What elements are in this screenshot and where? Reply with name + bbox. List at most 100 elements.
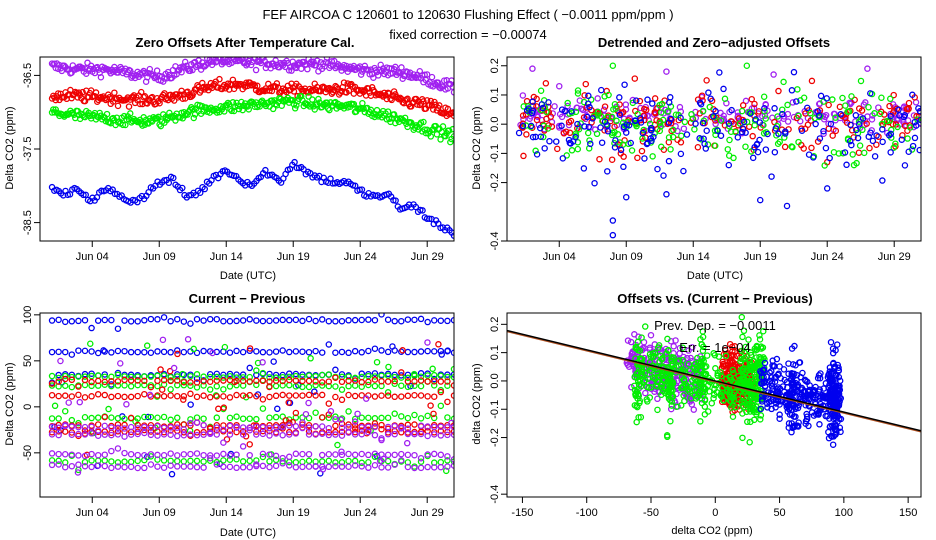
green-point	[444, 457, 451, 464]
green-point	[384, 389, 392, 396]
purple-point	[126, 67, 134, 74]
purple-scatter-point	[327, 407, 335, 415]
purple-point	[94, 462, 102, 469]
blue-point	[338, 348, 346, 356]
blue-point	[780, 366, 788, 373]
purple-point	[147, 461, 155, 468]
blue-column-point	[829, 441, 837, 448]
green-point	[200, 382, 207, 389]
red-point	[345, 377, 352, 385]
purple-point	[94, 451, 102, 459]
red-point	[332, 374, 339, 381]
green-point	[305, 383, 313, 391]
red-point	[189, 92, 196, 99]
green-point	[279, 382, 286, 389]
purple-point	[423, 71, 431, 78]
red-point	[642, 106, 650, 114]
green-point	[437, 136, 444, 143]
purple-point	[371, 423, 379, 431]
blue-point	[756, 119, 764, 126]
blue-point	[88, 348, 95, 355]
green-point	[855, 118, 863, 125]
green-column-point	[740, 356, 747, 363]
blue-point	[538, 101, 546, 108]
green-point	[832, 114, 839, 121]
green-point	[299, 373, 306, 381]
green-point	[48, 415, 56, 422]
green-point	[94, 414, 102, 421]
blue-scatter-point	[168, 470, 176, 478]
blue-column-point	[789, 378, 796, 386]
blue-point	[752, 116, 759, 123]
purple-point	[101, 451, 109, 458]
purple-point	[246, 451, 253, 459]
green-point	[345, 457, 352, 465]
green-point	[114, 415, 122, 422]
red-point	[414, 101, 421, 108]
blue-column-point	[825, 371, 832, 379]
purple-point	[174, 463, 181, 470]
purple-point	[134, 430, 141, 438]
purple-scatter-point	[209, 349, 216, 357]
x-tick-label: Jun 04	[543, 251, 576, 263]
blue-point	[332, 349, 339, 356]
blue-point	[266, 370, 273, 378]
blue-point	[351, 316, 359, 324]
red-point	[533, 103, 540, 110]
green-point	[226, 414, 234, 422]
purple-point	[61, 450, 69, 458]
green-point	[888, 126, 895, 134]
green-point	[904, 135, 911, 142]
blue-point	[312, 317, 319, 325]
green-column-point	[632, 345, 640, 352]
green-point	[279, 373, 286, 381]
green-point	[574, 87, 582, 94]
blue-scatter-point	[58, 379, 66, 386]
red-point	[384, 392, 392, 399]
red-point	[167, 392, 174, 399]
green-point	[860, 149, 868, 157]
purple-point	[430, 464, 438, 471]
purple-point	[411, 451, 418, 459]
y-tick-label: -0.4	[489, 485, 501, 504]
green-point	[350, 100, 358, 108]
green-point	[658, 391, 665, 399]
purple-point	[48, 423, 56, 431]
blue-point	[174, 347, 181, 354]
green-point	[564, 99, 571, 107]
purple-point	[201, 63, 209, 70]
purple-point	[141, 451, 148, 459]
purple-point	[332, 451, 339, 458]
blue-point	[796, 359, 804, 366]
purple-point	[555, 122, 563, 130]
purple-point	[48, 461, 56, 469]
green-column-point	[738, 313, 746, 321]
green-point	[686, 367, 694, 374]
purple-point	[226, 422, 234, 430]
purple-point	[154, 451, 161, 459]
purple-point	[108, 431, 115, 439]
green-column-point	[752, 347, 759, 354]
purple-point	[312, 431, 319, 438]
green-point	[246, 415, 253, 422]
blue-point	[213, 348, 221, 356]
red-point	[608, 156, 616, 163]
red-point	[444, 398, 451, 406]
red-point	[94, 421, 102, 428]
purple-outlier	[770, 71, 777, 78]
green-point	[193, 457, 201, 465]
red-point	[88, 393, 95, 400]
blue-point	[81, 370, 89, 378]
y-tick-label: -37.5	[22, 136, 34, 161]
red-point	[305, 421, 313, 429]
blue-point	[318, 316, 326, 323]
blue-point	[527, 122, 535, 130]
green-point	[191, 111, 199, 118]
red-point	[417, 392, 425, 399]
red-point	[121, 421, 128, 429]
red-point	[430, 378, 438, 385]
blue-point	[771, 105, 778, 112]
green-point	[611, 100, 619, 108]
blue-point	[692, 120, 699, 127]
blue-point	[536, 124, 544, 132]
